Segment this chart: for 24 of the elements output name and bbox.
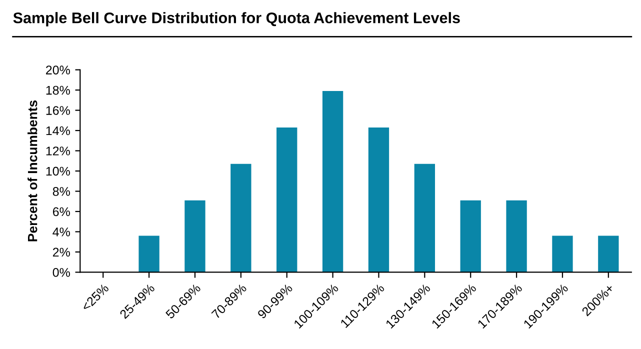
- bar: [230, 164, 252, 272]
- y-tick-label: 20%: [46, 66, 70, 74]
- y-tick-label: 8%: [52, 187, 70, 196]
- bar: [276, 127, 298, 272]
- bar: [322, 91, 344, 272]
- y-tick-label: 10%: [46, 166, 70, 176]
- y-tick-label: 0%: [52, 268, 70, 277]
- chart-title: Sample Bell Curve Distribution for Quota Achievement Levels: [13, 12, 460, 26]
- y-tick-label: 4%: [52, 228, 70, 236]
- bar: [368, 127, 390, 272]
- bar: [138, 236, 160, 272]
- bar: [414, 164, 435, 272]
- bar: [598, 236, 619, 272]
- y-tick-label: 12%: [46, 146, 70, 156]
- y-tick-label: 2%: [52, 248, 70, 257]
- y-tick-label: 14%: [46, 126, 70, 136]
- bar: [552, 236, 573, 272]
- y-tick-label: 16%: [46, 106, 70, 115]
- y-tick-label: 6%: [52, 207, 70, 216]
- y-axis-title: Percent of Incumbents: [28, 100, 38, 242]
- bar: [506, 200, 527, 272]
- y-tick-label: 18%: [46, 86, 70, 95]
- bar: [460, 200, 481, 272]
- bar: [184, 200, 206, 272]
